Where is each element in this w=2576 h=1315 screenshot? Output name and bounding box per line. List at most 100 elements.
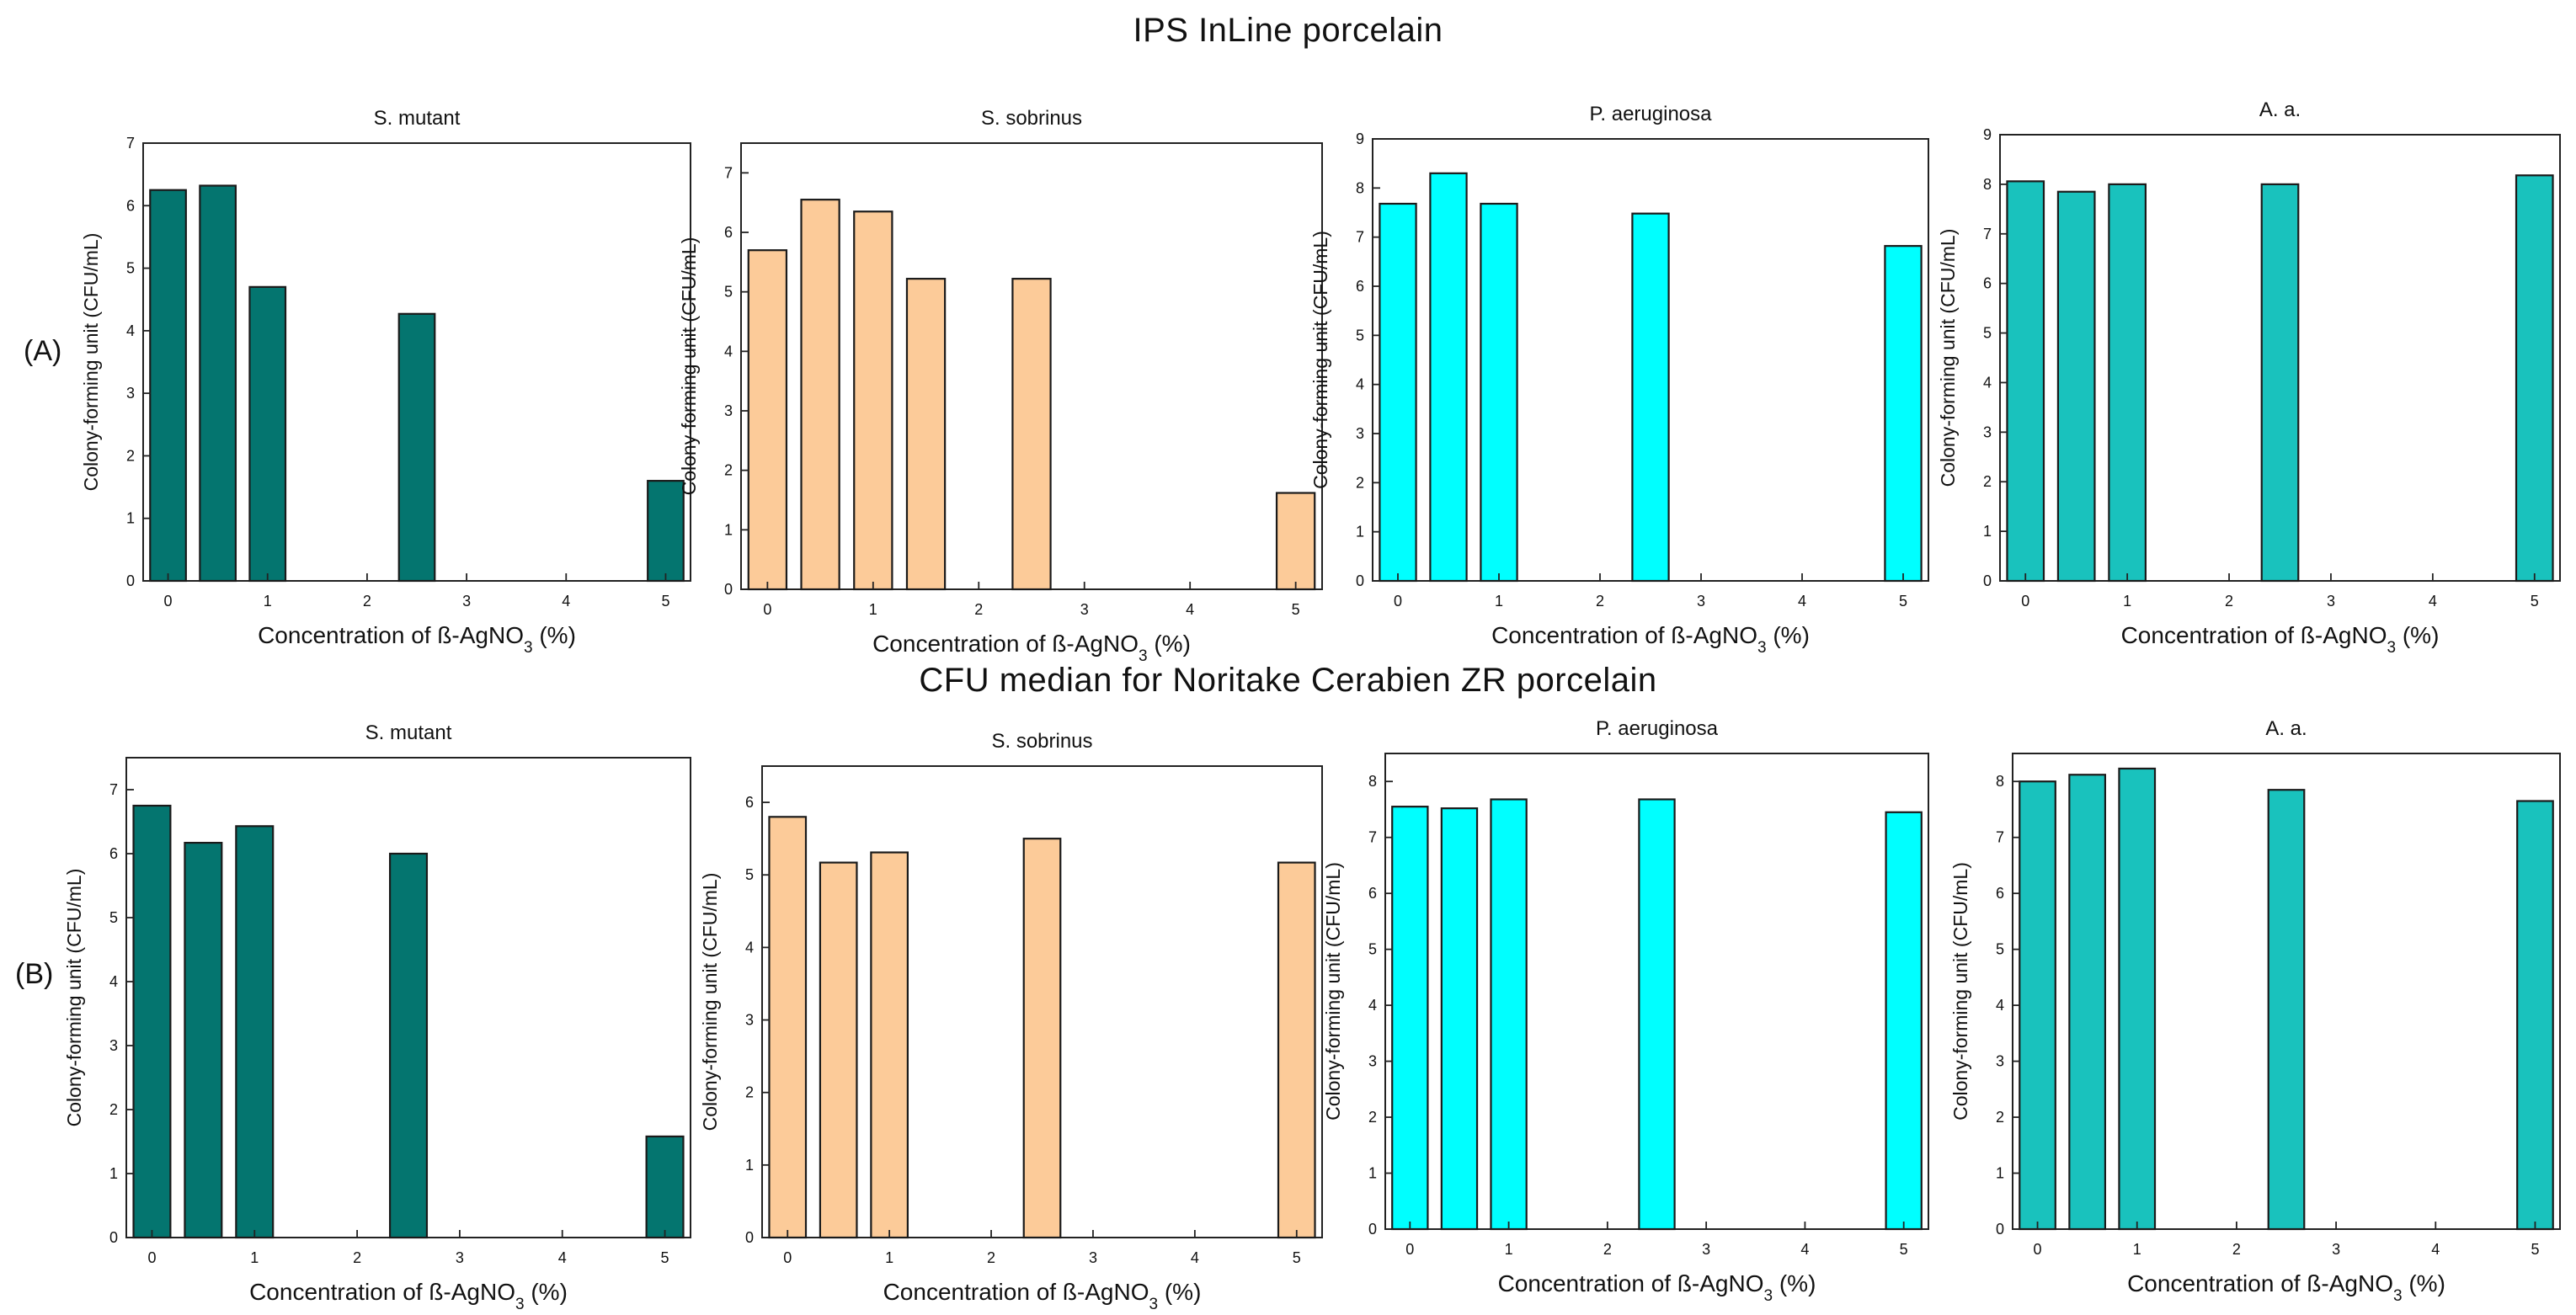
bar-0-5 [184,841,223,1239]
bar-0-5 [1440,807,1479,1231]
y-axis-title: Colony-forming unit (CFU/mL) [1949,862,1971,1121]
y-axis-title: Colony-forming unit (CFU/mL) [678,237,700,496]
y-tick-label: 2 [126,447,135,464]
y-tick-label: 3 [1356,425,1364,442]
bar-0 [2019,780,2056,1231]
bar-1 [2108,183,2147,583]
y-tick-label: 4 [745,939,754,956]
y-tick-label: 0 [724,581,733,598]
y-tick-label: 4 [109,973,118,990]
x-tick-label: 5 [661,1249,669,1266]
bar-1 [1490,798,1528,1231]
bar-5 [1275,492,1316,591]
y-axis-title: Colony-forming unit (CFU/mL) [1937,229,1959,487]
y-tick-label: 6 [1368,885,1377,902]
y-tick-label: 1 [745,1157,754,1174]
x-axis-title: Concentration of ß-AgNO3 (%) [249,1279,568,1313]
x-tick-label: 4 [1191,1249,1199,1266]
bar-2-5 [2260,183,2300,583]
bar-1 [1480,202,1518,583]
bar-0 [747,249,788,591]
x-tick-label: 4 [1186,601,1194,618]
bar-2-5 [388,852,429,1239]
y-tick-label: 5 [109,909,118,926]
plot-frame [1384,753,1929,1230]
y-tick-label: 7 [1356,229,1364,246]
y-tick-label: 3 [1983,423,1992,440]
x-axis-title: Concentration of ß-AgNO3 (%) [872,631,1191,665]
bar-2-5 [1631,212,1670,583]
x-tick-label: 5 [661,593,669,610]
plot-frame [2012,753,2561,1230]
bar-0 [132,804,172,1239]
y-tick-label: 5 [1983,325,1992,342]
x-axis-title: Concentration of ß-AgNO3 (%) [1491,622,1810,657]
x-tick-label: 2 [1596,593,1604,610]
y-tick-label: 3 [1996,1053,2004,1070]
y-tick-label: 4 [1996,997,2004,1014]
y-tick-label: 5 [724,284,733,301]
x-tick-label: 2 [987,1249,995,1266]
chart-title-s-sobrinus: S. sobrinus [991,730,1092,753]
x-tick-label: 2 [2225,593,2233,610]
x-tick-label: 1 [1495,593,1503,610]
y-tick-label: 9 [1356,130,1364,147]
bar-2-5 [397,312,436,583]
x-tick-label: 1 [2123,593,2131,610]
y-tick-label: 5 [1996,941,2004,958]
y-tick-label: 6 [745,794,754,811]
bar-5 [1277,861,1316,1239]
y-tick-label: 3 [724,402,733,419]
y-tick-label: 2 [1368,1109,1377,1126]
y-tick-label: 5 [1356,327,1364,343]
bar-1 [248,285,287,583]
bar-0 [2006,180,2045,583]
x-tick-label: 0 [2034,1241,2042,1258]
bar-5 [1885,811,1923,1231]
x-tick-label: 3 [1702,1241,1710,1258]
bar-2-5 [1011,278,1052,591]
section-title-b: CFU median for Noritake Cerabien ZR porc… [919,662,1657,699]
bar-5 [2515,174,2554,583]
bar-2-5 [1022,838,1062,1239]
bar-0 [1379,202,1417,583]
x-tick-label: 3 [1697,593,1705,610]
y-tick-label: 6 [1983,275,1992,292]
x-axis-title: Concentration of ß-AgNO3 (%) [258,622,576,657]
bar-1-5 [905,278,947,591]
plot-frame [125,757,691,1238]
y-tick-label: 7 [1996,829,2004,846]
row-label-b: (B) [15,958,54,990]
y-tick-label: 0 [1996,1221,2004,1238]
bar-2-5 [1638,798,1676,1231]
section-title-a: IPS InLine porcelain [1133,12,1443,49]
x-tick-label: 4 [2429,593,2437,610]
y-tick-label: 7 [1368,829,1377,846]
y-tick-label: 2 [1996,1109,2004,1126]
x-tick-label: 0 [164,593,173,610]
y-axis-title: Colony-forming unit (CFU/mL) [1309,231,1331,489]
bar-0-5 [800,199,840,591]
y-tick-label: 7 [1983,226,1992,242]
bar-0-5 [2068,774,2107,1231]
y-tick-label: 4 [1983,374,1992,391]
x-tick-label: 4 [558,1249,567,1266]
y-tick-label: 1 [724,521,733,538]
plot-frame [142,142,691,582]
y-tick-label: 2 [1356,474,1364,491]
y-tick-label: 3 [109,1037,118,1054]
bar-1 [2118,767,2157,1231]
x-tick-label: 0 [2021,593,2029,610]
chart-title-s-mutant: S. mutant [365,721,452,744]
x-tick-label: 1 [1505,1241,1513,1258]
plot-frame [1999,134,2561,582]
y-axis-title: Colony-forming unit (CFU/mL) [1322,862,1344,1121]
bar-1 [870,851,909,1239]
y-tick-label: 4 [724,343,733,359]
y-tick-label: 2 [1983,473,1992,490]
plot-frame [1372,138,1929,582]
y-tick-label: 2 [745,1084,754,1101]
x-tick-label: 5 [1899,593,1907,610]
